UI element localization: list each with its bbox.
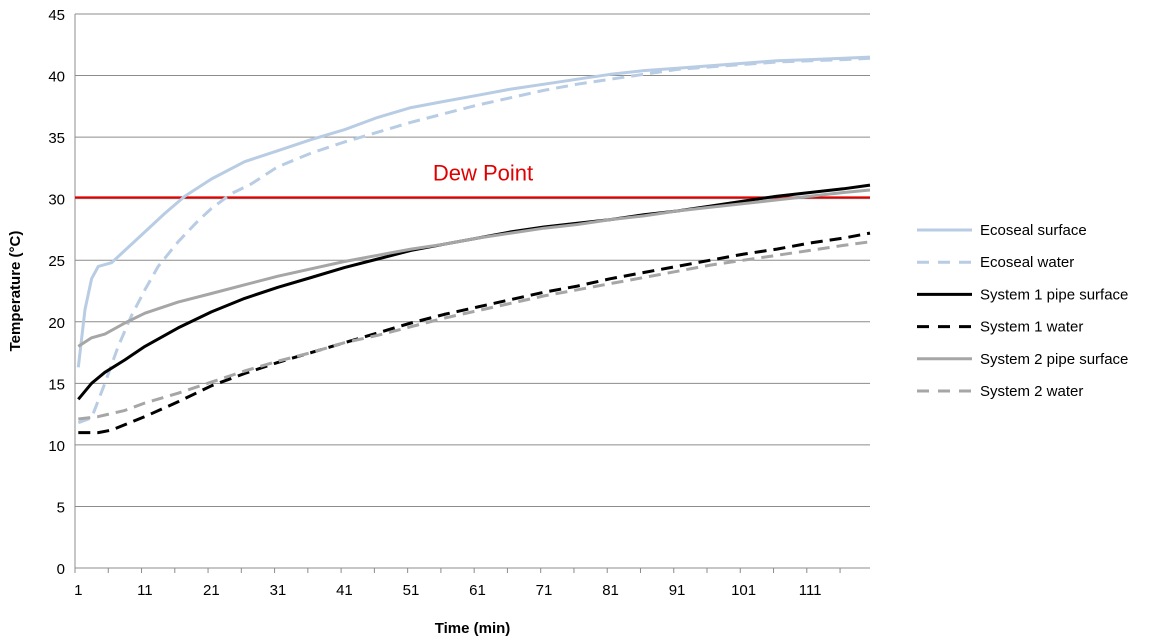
series-line-system-2-pipe-surface <box>77 188 871 348</box>
series-lines <box>76 55 871 435</box>
y-tick-label: 5 <box>57 499 65 516</box>
y-tick-label: 35 <box>48 130 65 147</box>
x-tick-label: 11 <box>137 582 153 599</box>
dew-point-label: Dew Point <box>433 160 533 185</box>
x-tick-label: 31 <box>270 582 287 599</box>
x-tick-label: 61 <box>469 582 486 599</box>
x-tick-label: 51 <box>403 582 420 599</box>
dew-point-layer: Dew Point <box>75 160 870 199</box>
legend: Ecoseal surface Ecoseal water System 1 pip… <box>917 222 1128 400</box>
x-tick-label: 1 <box>74 582 82 599</box>
series-line-ecoseal-water <box>77 56 871 425</box>
legend-label-system-2-water: System 2 water <box>980 383 1083 400</box>
axes <box>74 14 870 573</box>
y-tick-label: 15 <box>48 376 65 393</box>
series-line-system-1-pipe-surface <box>77 183 871 401</box>
y-tick-label: 40 <box>48 69 65 86</box>
y-tick-label: 30 <box>48 192 65 209</box>
x-tick-label: 111 <box>799 582 822 599</box>
y-tick-label: 20 <box>48 315 65 332</box>
series-line-ecoseal-surface <box>76 55 871 368</box>
y-axis-title: Temperature (°C) <box>7 231 24 352</box>
series-line-system-1-water <box>78 231 871 435</box>
y-tick-label: 10 <box>48 438 65 455</box>
x-tick-label: 101 <box>731 582 756 599</box>
x-tick-label: 21 <box>203 582 220 599</box>
x-axis-title: Time (min) <box>435 620 511 637</box>
y-tick-label: 45 <box>48 7 65 24</box>
y-tick-label: 25 <box>48 253 65 270</box>
x-tick-label: 41 <box>336 582 353 599</box>
legend-label-system-2-pipe-surface: System 2 pipe surface <box>980 351 1128 368</box>
series-line-system-2-water <box>78 240 871 421</box>
x-tick-label: 81 <box>602 582 619 599</box>
legend-label-system-1-pipe-surface: System 1 pipe surface <box>980 286 1128 303</box>
x-tick-label: 91 <box>669 582 686 599</box>
y-tick-label: 0 <box>57 561 65 578</box>
legend-label-ecoseal-surface: Ecoseal surface <box>980 222 1087 239</box>
legend-label-ecoseal-water: Ecoseal water <box>980 254 1074 271</box>
legend-label-system-1-water: System 1 water <box>980 319 1083 336</box>
x-tick-label: 71 <box>536 582 553 599</box>
